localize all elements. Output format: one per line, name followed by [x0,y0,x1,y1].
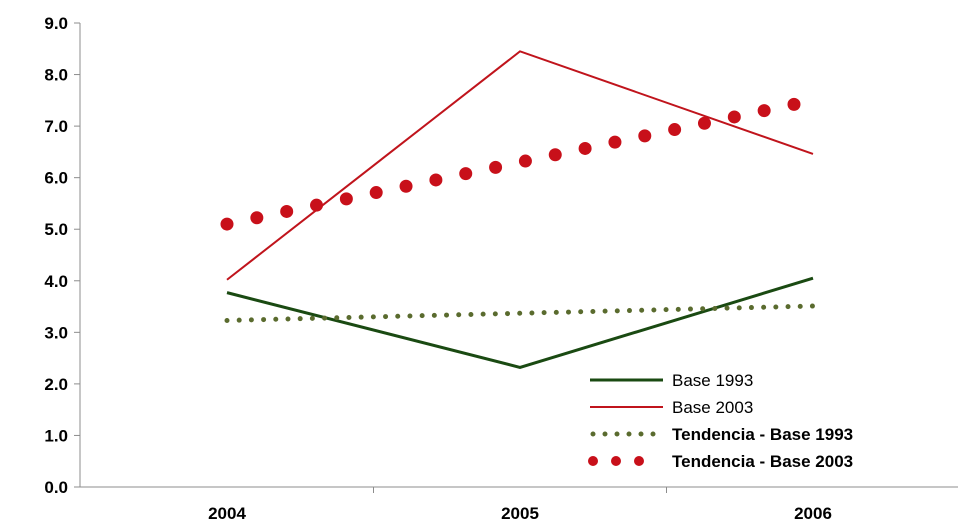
series-line [220,93,820,231]
y-tick-label: 2.0 [44,375,68,394]
y-tick-label: 7.0 [44,117,68,136]
legend-label: Base 1993 [672,371,753,390]
y-tick-label: 1.0 [44,426,68,445]
y-tick-label: 4.0 [44,272,68,291]
series-line [226,50,814,281]
chart-axes: 0.0 1.0 2.0 3.0 4.0 5.0 6.0 7.0 8.0 9.0 2004 2005 20… [44,14,958,523]
chart-series [220,50,820,369]
x-tick-label: 2006 [794,504,832,523]
y-tick-label: 0.0 [44,478,68,497]
x-tick-label: 2005 [501,504,539,523]
series-line [224,303,816,323]
series-line [226,276,814,369]
y-tick-label: 3.0 [44,323,68,342]
y-tick-label: 8.0 [44,66,68,85]
legend-label: Tendencia - Base 1993 [672,425,853,444]
y-tick-label: 5.0 [44,220,68,239]
x-tick-label: 2004 [208,504,246,523]
y-tick-label: 9.0 [44,14,68,33]
y-tick-label: 6.0 [44,169,68,188]
legend-label: Tendencia - Base 2003 [672,452,853,471]
legend-label: Base 2003 [672,398,753,417]
chart-legend: Base 1993 Base 2003 Tendencia - Base 1993 T… [588,371,853,471]
